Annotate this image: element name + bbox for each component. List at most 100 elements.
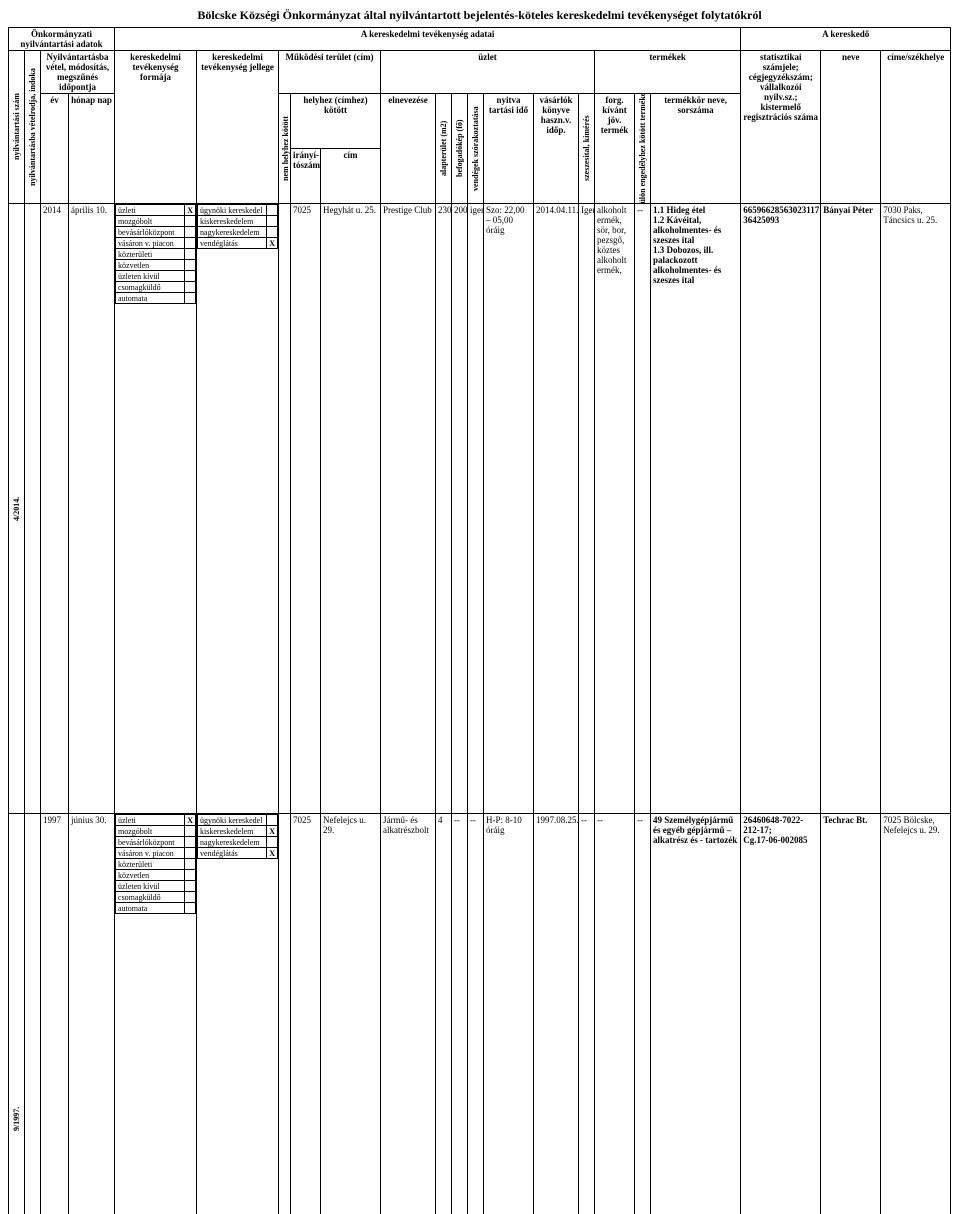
th-vendeg: vendégek szórakoztatása (471, 95, 480, 202)
forma-label: bevásárlóközpont (116, 227, 185, 238)
th-forma: kereskedelmi tevékenység formája (115, 51, 197, 204)
cell-forg: alkoholt ermék, sör, bor, pezsgő, köztes… (595, 204, 635, 814)
th-keresk: A kereskedő (741, 28, 951, 51)
forma-mark (185, 249, 196, 260)
jelleg-mark: X (267, 848, 278, 859)
cell-kulon: -- (635, 204, 651, 814)
jelleg-mark (267, 227, 278, 238)
forma-mark (185, 870, 196, 881)
th-forg: forg. kívánt jöv. termék (595, 94, 635, 204)
th-nyilvszam: nyilvántartásba vételrodja, indoka (28, 52, 37, 202)
th-nyilv: Nyilvántartásba vétel, módosítás, megszű… (41, 51, 115, 94)
cell-neve: Techrac Bt. (821, 814, 881, 1214)
cell-befog: -- (452, 814, 468, 1214)
th-termkor: termékkör neve, sorszáma (651, 94, 741, 204)
forma-label: közvetlen (116, 260, 185, 271)
forma-mark (185, 903, 196, 914)
th-kulon: külön engedélyhez kötött termékek (638, 95, 647, 202)
cell-vasarlok: 2014.04.11. (534, 204, 579, 814)
cell-honap: június 30. (69, 814, 115, 1214)
cell-cim: Nefelejcs u. 29. (321, 814, 381, 1214)
cell-cim: Hegyhát u. 25. (321, 204, 381, 814)
jelleg-label: nagykereskedelem (198, 227, 267, 238)
jelleg-mark: X (267, 238, 278, 249)
forma-label: üzleten kívül (116, 271, 185, 282)
cell-ev: 1997 (41, 814, 69, 1214)
forma-mark (185, 892, 196, 903)
table-row: 9/1997. 1997június 30.üzletiXmozgóboltbe… (9, 814, 951, 1214)
forma-label: csomagküldő (116, 282, 185, 293)
th-honap: hónap nap (69, 94, 115, 204)
forma-mark (185, 848, 196, 859)
forma-mark (185, 227, 196, 238)
forma-label: automata (116, 903, 185, 914)
forma-mark (185, 282, 196, 293)
cell-honap: április 10. (69, 204, 115, 814)
th-cim: cím (321, 149, 381, 204)
jelleg-mark (267, 815, 278, 826)
forma-mark (185, 260, 196, 271)
forma-label: vásáron v. piacon (116, 848, 185, 859)
th-iranyito: irányí- tószám (291, 149, 321, 204)
th-mukter: Működési terület (cím) (279, 51, 381, 94)
th-termekek: termékek (595, 51, 741, 94)
th-elnev: elnevezése (381, 94, 436, 204)
cell-szesz: -- (579, 814, 595, 1214)
forma-label: mozgóbolt (116, 826, 185, 837)
th-uzlet: üzlet (381, 51, 595, 94)
table-row: 4/2014. 2014április 10.üzletiXmozgóboltb… (9, 204, 951, 814)
forma-mark (185, 837, 196, 848)
forma-label: automata (116, 293, 185, 304)
registry-table: Önkormányzati nyilvántartási adatok A ke… (8, 27, 951, 1214)
jelleg-label: kiskereskedelem (198, 826, 267, 837)
th-kertev: A kereskedelmi tevékenység adatai (115, 28, 741, 51)
forma-label: közterületi (116, 249, 185, 260)
jelleg-label: vendéglátás (198, 848, 267, 859)
forma-label: közvetlen (116, 870, 185, 881)
jelleg-label: kiskereskedelem (198, 216, 267, 227)
th-alapter: alapterület (m2) (439, 95, 448, 202)
cell-ev: 2014 (41, 204, 69, 814)
th-nyitva: nyitva tartási idő (484, 94, 534, 204)
cell-nyitva: Szo: 22,00 – 05,00 óráig (484, 204, 534, 814)
jelleg-label: nagykereskedelem (198, 837, 267, 848)
reg-id: 9/1997. (12, 815, 21, 1214)
forma-mark (185, 881, 196, 892)
cell-termkor: 1.1 Hideg étel 1.2 Kávéital, alkoholment… (651, 204, 741, 814)
cell-elnev: Jármű- és alkatrészbolt (381, 814, 436, 1214)
cell-vendeg: -- (468, 814, 484, 1214)
page-title: Bölcske Községi Önkormányzat által nyilv… (8, 8, 951, 23)
jelleg-label: ügynöki kereskedel (198, 815, 267, 826)
jelleg-label: ügynöki kereskedel (198, 205, 267, 216)
cell-nyitva: H-P: 8-10 óráig (484, 814, 534, 1214)
jelleg-mark (267, 837, 278, 848)
forma-label: üzleti (116, 205, 185, 216)
cell-cime: 7030 Paks, Táncsics u. 25. (881, 204, 951, 814)
th-neve: neve (821, 51, 881, 204)
cell-irsz: 7025 (291, 814, 321, 1214)
cell-befog: 200 (452, 204, 468, 814)
cell-irsz: 7025 (291, 204, 321, 814)
forma-label: vásáron v. piacon (116, 238, 185, 249)
jelleg-mark: X (267, 826, 278, 837)
forma-label: üzleti (116, 815, 185, 826)
cell-stat: 66596628563023117; 36425093 (741, 204, 821, 814)
forma-label: üzleten kívül (116, 881, 185, 892)
cell-kulon: -- (635, 814, 651, 1214)
cell-alap: 230 (436, 204, 452, 814)
cell-stat: 26460648-7022-212-17; Cg.17-06-002085 (741, 814, 821, 1214)
cell-vendeg: igen (468, 204, 484, 814)
th-nemhely: nem helyhez kötött (281, 95, 290, 202)
cell-forg: -- (595, 814, 635, 1214)
th-cime: címe/székhelye (881, 51, 951, 204)
th-helyhez: helyhez (címhez) kötött (291, 94, 381, 149)
jelleg-mark (267, 216, 278, 227)
th-jelleg: kereskedelmi tevékenység jellege (197, 51, 279, 204)
cell-cime: 7025 Bölcske, Nefelejcs u. 29. (881, 814, 951, 1214)
th-stat: statisztikai számjele; cégjegyzékszám; v… (741, 51, 821, 204)
cell-neve: Bányai Péter (821, 204, 881, 814)
jelleg-label: vendéglátás (198, 238, 267, 249)
cell-vasarlok: 1997.08.25. (534, 814, 579, 1214)
cell-alap: 4 (436, 814, 452, 1214)
forma-mark (185, 216, 196, 227)
